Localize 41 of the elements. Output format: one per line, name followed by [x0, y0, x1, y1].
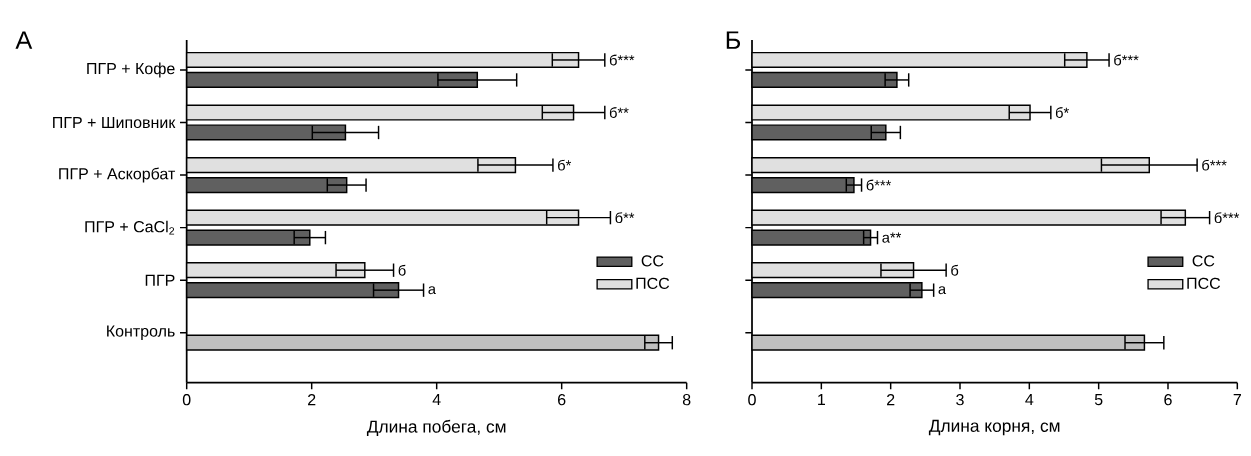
chart-title: Б [726, 31, 741, 49]
x-tick-label: 6 [558, 394, 566, 406]
chart-title: А [15, 31, 33, 49]
annotation: б*** [609, 54, 635, 66]
y-tick-label: ПГР + Шиповник [53, 116, 176, 129]
x-tick-label: 7 [1233, 394, 1241, 406]
x-tick-label: 5 [1094, 394, 1103, 406]
x-tick-label: 2 [887, 394, 895, 406]
annotation: а [428, 286, 436, 295]
legend-label: СС [641, 255, 664, 267]
annotation: б*** [866, 179, 892, 191]
x-tick-label: 4 [432, 394, 441, 406]
legend-label: СС [1192, 255, 1215, 267]
x-tick-label: 4 [1025, 394, 1034, 406]
x-tick-label: 3 [956, 394, 964, 406]
legend-label: ПСС [1187, 277, 1221, 289]
annotation: б*** [1114, 54, 1139, 66]
legend-label: ПСС [636, 277, 670, 289]
x-tick-label: 6 [1164, 394, 1172, 406]
y-tick-label: ПГР + Аскорбат [59, 167, 176, 183]
annotation: а [938, 286, 947, 295]
annotation: б [951, 264, 959, 276]
y-tick-label: ПГР [145, 274, 175, 286]
x-tick-label: 1 [818, 394, 825, 406]
annotation: б* [1055, 107, 1069, 118]
x-tick-label: 2 [308, 394, 316, 406]
y-tick-label: ПГР + Кофе [87, 62, 175, 78]
annotation: б [398, 264, 406, 276]
x-axis-title: Длина побега, см [366, 419, 506, 437]
annotation: б* [558, 159, 572, 171]
annotation: б*** [1214, 212, 1240, 224]
annotation: а** [882, 232, 902, 243]
x-tick-label: 0 [182, 394, 191, 406]
y-tick-label: Контроль [107, 325, 175, 340]
annotation: б** [609, 107, 629, 118]
annotation: б** [615, 212, 635, 224]
x-tick-label: 0 [748, 394, 756, 406]
x-tick-label: 8 [682, 394, 691, 406]
x-axis-title: Длина корня, см [928, 419, 1060, 436]
annotation: б*** [1202, 159, 1227, 171]
y-tick-label: ПГР + CaCl$_{2}$ [85, 220, 175, 235]
